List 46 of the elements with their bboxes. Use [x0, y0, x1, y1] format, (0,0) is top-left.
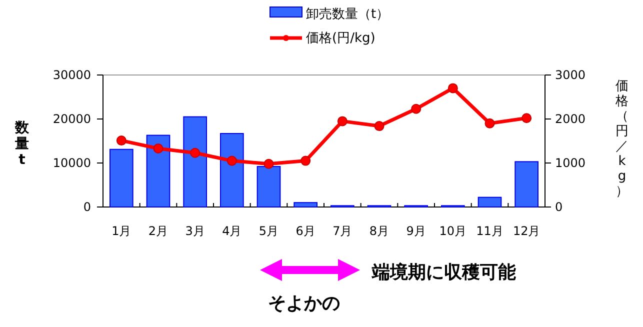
x-tick-label: 8月: [369, 224, 390, 238]
point: [226, 156, 237, 166]
x-tick-label: 7月: [332, 224, 352, 238]
x-tick-label: 11月: [476, 224, 504, 238]
bar: [220, 133, 244, 208]
x-tick-label: 6月: [296, 224, 316, 238]
point: [153, 143, 164, 154]
point: [264, 158, 274, 169]
x-tick-label: 3月: [185, 224, 205, 238]
point: [116, 136, 126, 146]
bar: [514, 161, 538, 208]
legend-label: 卸売数量（t）: [306, 7, 390, 22]
point: [411, 104, 422, 114]
bar: [478, 196, 502, 208]
x-tick-label: 4月: [222, 224, 242, 238]
point: [522, 113, 532, 124]
bar: [110, 148, 134, 208]
point: [448, 83, 458, 94]
x-tick-label: 10月: [439, 224, 467, 238]
y2-tick-label: 3000: [555, 68, 586, 82]
y2-axis-title: 価格（円／kg）: [616, 79, 628, 199]
x-tick-label: 5月: [258, 224, 279, 238]
y-axis-title: 数量t: [15, 120, 29, 168]
text: そよかの: [268, 293, 340, 314]
point: [337, 116, 348, 126]
bar: [294, 202, 318, 208]
x-tick-label: 9月: [406, 224, 426, 238]
x-tick-label: 12月: [512, 224, 540, 238]
y2-tick-label: 0: [555, 200, 563, 214]
y2-tick-label: 2000: [555, 112, 586, 126]
y-tick-label: 30000: [52, 68, 91, 82]
legend-label: 価格(円/kg): [306, 31, 376, 46]
x-tick-label: 2月: [148, 224, 168, 238]
point: [190, 148, 200, 158]
point: [484, 118, 495, 128]
bar: [256, 166, 281, 208]
x-tick-label: 1月: [112, 224, 132, 238]
bar: [183, 116, 207, 208]
bar: [146, 134, 170, 208]
y-tick-label: 20000: [52, 112, 91, 126]
point: [300, 156, 311, 166]
y2-tick-label: 1000: [555, 156, 586, 170]
y-tick-label: 10000: [52, 156, 91, 170]
y-tick-label: 0: [83, 200, 91, 214]
point: [374, 121, 384, 132]
text: 端境期に収穫可能: [371, 262, 516, 283]
